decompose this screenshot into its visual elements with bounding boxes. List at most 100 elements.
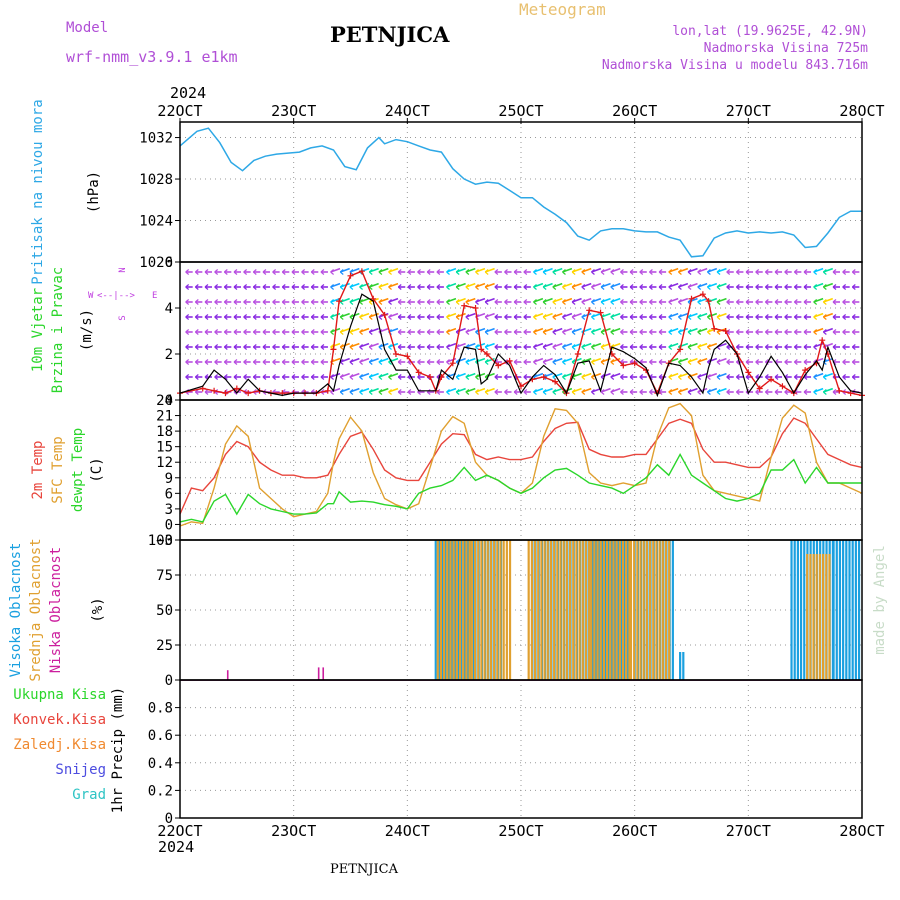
wind-arrowhead: [310, 314, 315, 320]
wind-arrowhead: [678, 329, 682, 335]
wind-arrowhead: [281, 374, 286, 380]
wind-arrowhead: [764, 284, 769, 290]
wind-arrowhead: [678, 314, 682, 320]
x-tick-label-top: 23OCT: [271, 102, 316, 120]
y-tick-label: 0: [165, 811, 173, 827]
wind-arrowhead: [185, 329, 190, 335]
wind-arrowhead: [774, 329, 779, 335]
wind-arrowhead: [716, 314, 721, 320]
wind-arrowhead: [581, 299, 586, 305]
wind-arrowhead: [610, 329, 615, 335]
wind-arrowhead: [310, 329, 315, 335]
wind-arrowhead: [349, 374, 354, 380]
wind-arrowhead: [668, 374, 673, 380]
wind-gust-marker: [461, 302, 468, 309]
wind-arrowhead: [272, 299, 277, 305]
wind-arrowhead: [185, 284, 190, 290]
wind-arrowhead: [194, 344, 199, 350]
wind-arrowhead: [784, 269, 789, 275]
wind-gust-marker: [518, 383, 524, 390]
wind-arrowhead: [388, 284, 392, 290]
precip-legend-item: Grad: [72, 787, 106, 803]
wind-gust-marker: [472, 305, 479, 311]
wind-arrowhead: [359, 344, 363, 350]
wind-arrowhead: [223, 284, 228, 290]
wind-arrowhead: [407, 269, 412, 275]
wind-arrowhead: [272, 314, 277, 320]
wind-arrowhead: [426, 344, 431, 350]
wind-arrowhead: [842, 284, 847, 290]
y-tick-label: −3: [156, 533, 173, 549]
wind-arrowhead: [310, 344, 315, 350]
wind-arrowhead: [310, 299, 315, 305]
cloud-axis-title-2: Srednja Oblacnost: [28, 538, 44, 681]
meteogram-title: Meteogram: [519, 0, 606, 19]
wind-arrowhead: [851, 269, 856, 275]
wind-arrowhead: [552, 284, 557, 290]
wind-arrowhead: [301, 284, 306, 290]
wind-arrowhead: [793, 374, 798, 380]
cloud-axis-title-1: Visoka Oblacnost: [8, 543, 24, 678]
wind-arrowhead: [475, 284, 479, 290]
wind-arrowhead: [591, 314, 595, 320]
wind-arrowhead: [764, 389, 769, 395]
wind-arrowhead: [793, 359, 798, 365]
wind-gust-marker: [415, 369, 422, 376]
model-name: wrf-nmm_v3.9.1 e1km: [66, 48, 238, 66]
wind-arrowhead: [417, 284, 421, 290]
wind-arrowhead: [581, 269, 586, 275]
wind-arrowhead: [291, 329, 296, 335]
wind-arrowhead: [542, 314, 547, 320]
wind-arrowhead: [243, 374, 248, 380]
wind-arrowhead: [417, 314, 421, 320]
wind-arrowhead: [581, 344, 586, 350]
wind-gust-marker: [478, 346, 485, 353]
wind-arrowhead: [262, 299, 267, 305]
wind-arrowhead: [552, 299, 557, 305]
wind-arrowhead: [397, 359, 402, 365]
y-tick-label: 6: [165, 486, 173, 502]
x-tick-label-bottom: 27OCT: [726, 822, 771, 840]
wind-arrowhead: [262, 359, 267, 365]
wind-arrowhead: [233, 329, 238, 335]
wind-arrowhead: [301, 329, 306, 335]
wind-arrowhead: [649, 284, 653, 290]
wind-arrowhead: [513, 344, 518, 350]
wind-arrowhead: [504, 299, 508, 305]
wind-arrowhead: [842, 299, 847, 305]
wind-dir-n: N: [118, 267, 128, 272]
wind-arrowhead: [436, 329, 441, 335]
wind-arrowhead: [214, 329, 219, 335]
wind-arrowhead: [368, 314, 373, 320]
wind-arrowhead: [774, 299, 779, 305]
year-top: 2024: [170, 84, 207, 102]
wind-arrowhead: [697, 269, 702, 275]
wind-arrowhead: [494, 329, 499, 335]
wind-arrowhead: [851, 314, 856, 320]
wind-arrowhead: [542, 329, 547, 335]
wind-arrowhead: [523, 344, 528, 350]
wind-arrowhead: [620, 314, 624, 320]
wind-gust-marker: [330, 346, 337, 353]
wind-arrowhead: [252, 269, 257, 275]
wind-arrowhead: [436, 269, 441, 275]
wind-arrowhead: [494, 374, 499, 380]
wind-arrowhead: [388, 374, 392, 380]
wind-arrowhead: [204, 344, 209, 350]
wind-arrowhead: [223, 314, 228, 320]
precip-legend-item: Snijeg: [55, 762, 106, 778]
y-tick-label: 3: [165, 502, 173, 518]
wind-arrowhead: [417, 344, 421, 350]
wind-arrowhead: [281, 269, 286, 275]
wind-gust-marker: [245, 390, 252, 397]
wind-arrowhead: [281, 359, 286, 365]
wind-arrowhead: [291, 374, 296, 380]
y-tick-label: 0.2: [148, 783, 173, 799]
wind-arrowhead: [803, 329, 808, 335]
wind-arrowhead: [214, 269, 219, 275]
wind-arrowhead: [533, 284, 537, 290]
wind-arrowhead: [639, 374, 644, 380]
wind-gust-marker: [699, 291, 706, 298]
wind-arrowhead: [581, 374, 586, 380]
wind-arrowhead: [426, 359, 431, 365]
